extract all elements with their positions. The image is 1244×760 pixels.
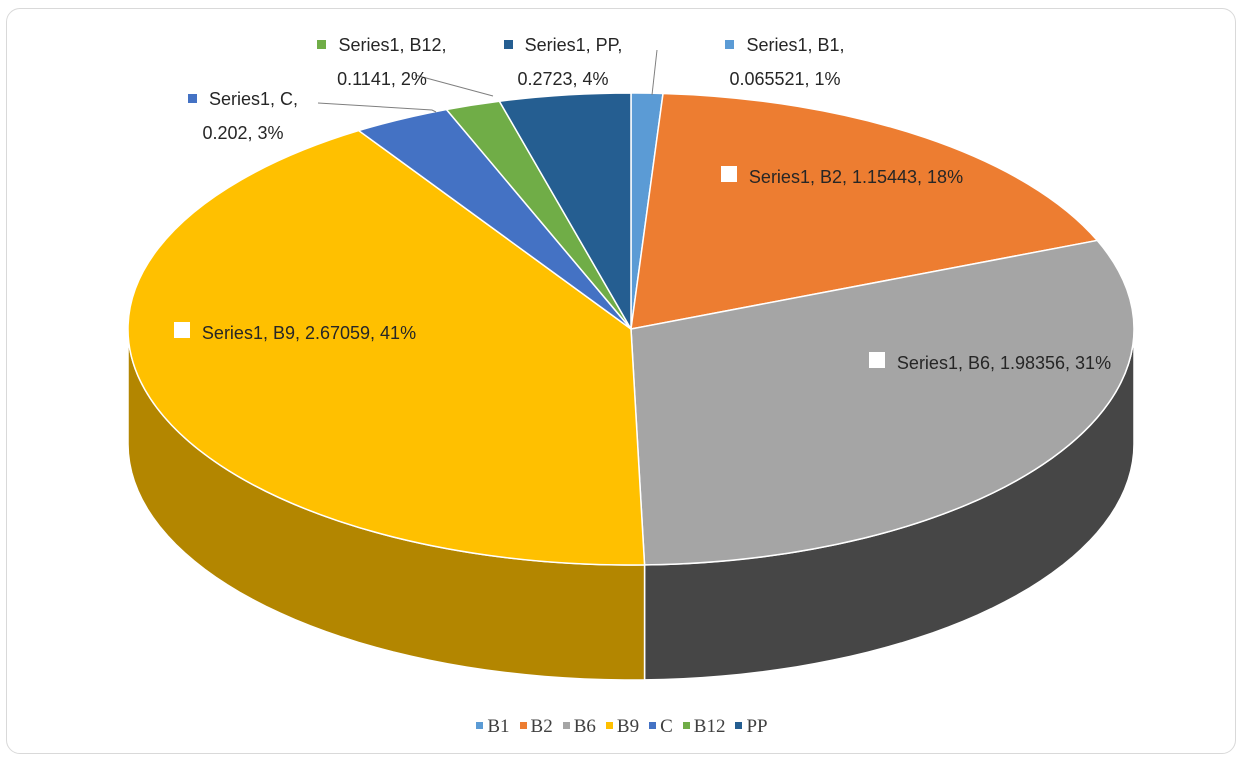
data-label-text: Series1, B12, 0.1141, 2%	[337, 35, 447, 89]
legend-swatch	[682, 722, 690, 729]
legend-label: B2	[530, 716, 553, 737]
legend-item: B6	[562, 716, 596, 738]
label-marker	[173, 322, 190, 338]
data-label: Series1, B1, 0.065521, 1%	[690, 28, 880, 96]
chart-frame	[6, 8, 1236, 754]
data-label: Series1, PP, 0.2723, 4%	[478, 28, 648, 96]
label-marker	[868, 352, 885, 368]
legend-label: B6	[573, 716, 596, 737]
legend-label: C	[660, 716, 673, 737]
legend-label: PP	[746, 716, 768, 737]
legend-label: B1	[487, 716, 510, 737]
label-marker	[317, 40, 327, 49]
label-marker	[503, 40, 513, 49]
legend: B1 B2 B6 B9 C B12 PP	[0, 716, 1244, 738]
data-label-text: Series1, B1, 0.065521, 1%	[729, 35, 845, 89]
data-label-text: Series1, B6, 1.98356, 31%	[896, 353, 1112, 373]
legend-label: B9	[616, 716, 640, 737]
leader-line	[414, 74, 494, 97]
pie-slice	[498, 92, 632, 332]
legend-item: PP	[735, 716, 768, 738]
legend-label: B12	[693, 716, 726, 737]
data-label-text: Series1, B9, 2.67059, 41%	[201, 323, 417, 343]
data-label-text: Series1, PP, 0.2723, 4%	[517, 35, 623, 89]
pie-slice	[630, 92, 1099, 330]
label-marker	[720, 166, 737, 182]
data-label: Series1, C, 0.202, 3%	[168, 82, 318, 150]
legend-swatch	[519, 722, 527, 729]
label-marker	[725, 40, 735, 49]
leader-line	[317, 102, 437, 113]
data-label-text: Series1, B2, 1.15443, 18%	[748, 167, 964, 187]
pie-slice	[630, 239, 1135, 566]
pie-slice	[127, 129, 646, 566]
data-label: Series1, B6, 1.98356, 31%	[845, 346, 1135, 380]
data-label: Series1, B12, 0.1141, 2%	[292, 28, 472, 96]
legend-item: C	[649, 716, 673, 738]
data-label-text: Series1, C, 0.202, 3%	[202, 89, 299, 143]
data-label: Series1, B2, 1.15443, 18%	[692, 160, 992, 194]
legend-swatch	[649, 722, 657, 729]
legend-item: B2	[519, 716, 553, 738]
data-label: Series1, B9, 2.67059, 41%	[150, 316, 440, 350]
legend-item: B9	[605, 716, 640, 738]
legend-swatch	[476, 722, 484, 729]
legend-item: B1	[476, 716, 510, 738]
leader-line	[651, 49, 658, 96]
legend-swatch	[605, 722, 613, 729]
legend-swatch	[562, 722, 570, 729]
legend-swatch	[735, 722, 743, 729]
legend-item: B12	[682, 716, 726, 738]
label-marker	[187, 94, 197, 103]
